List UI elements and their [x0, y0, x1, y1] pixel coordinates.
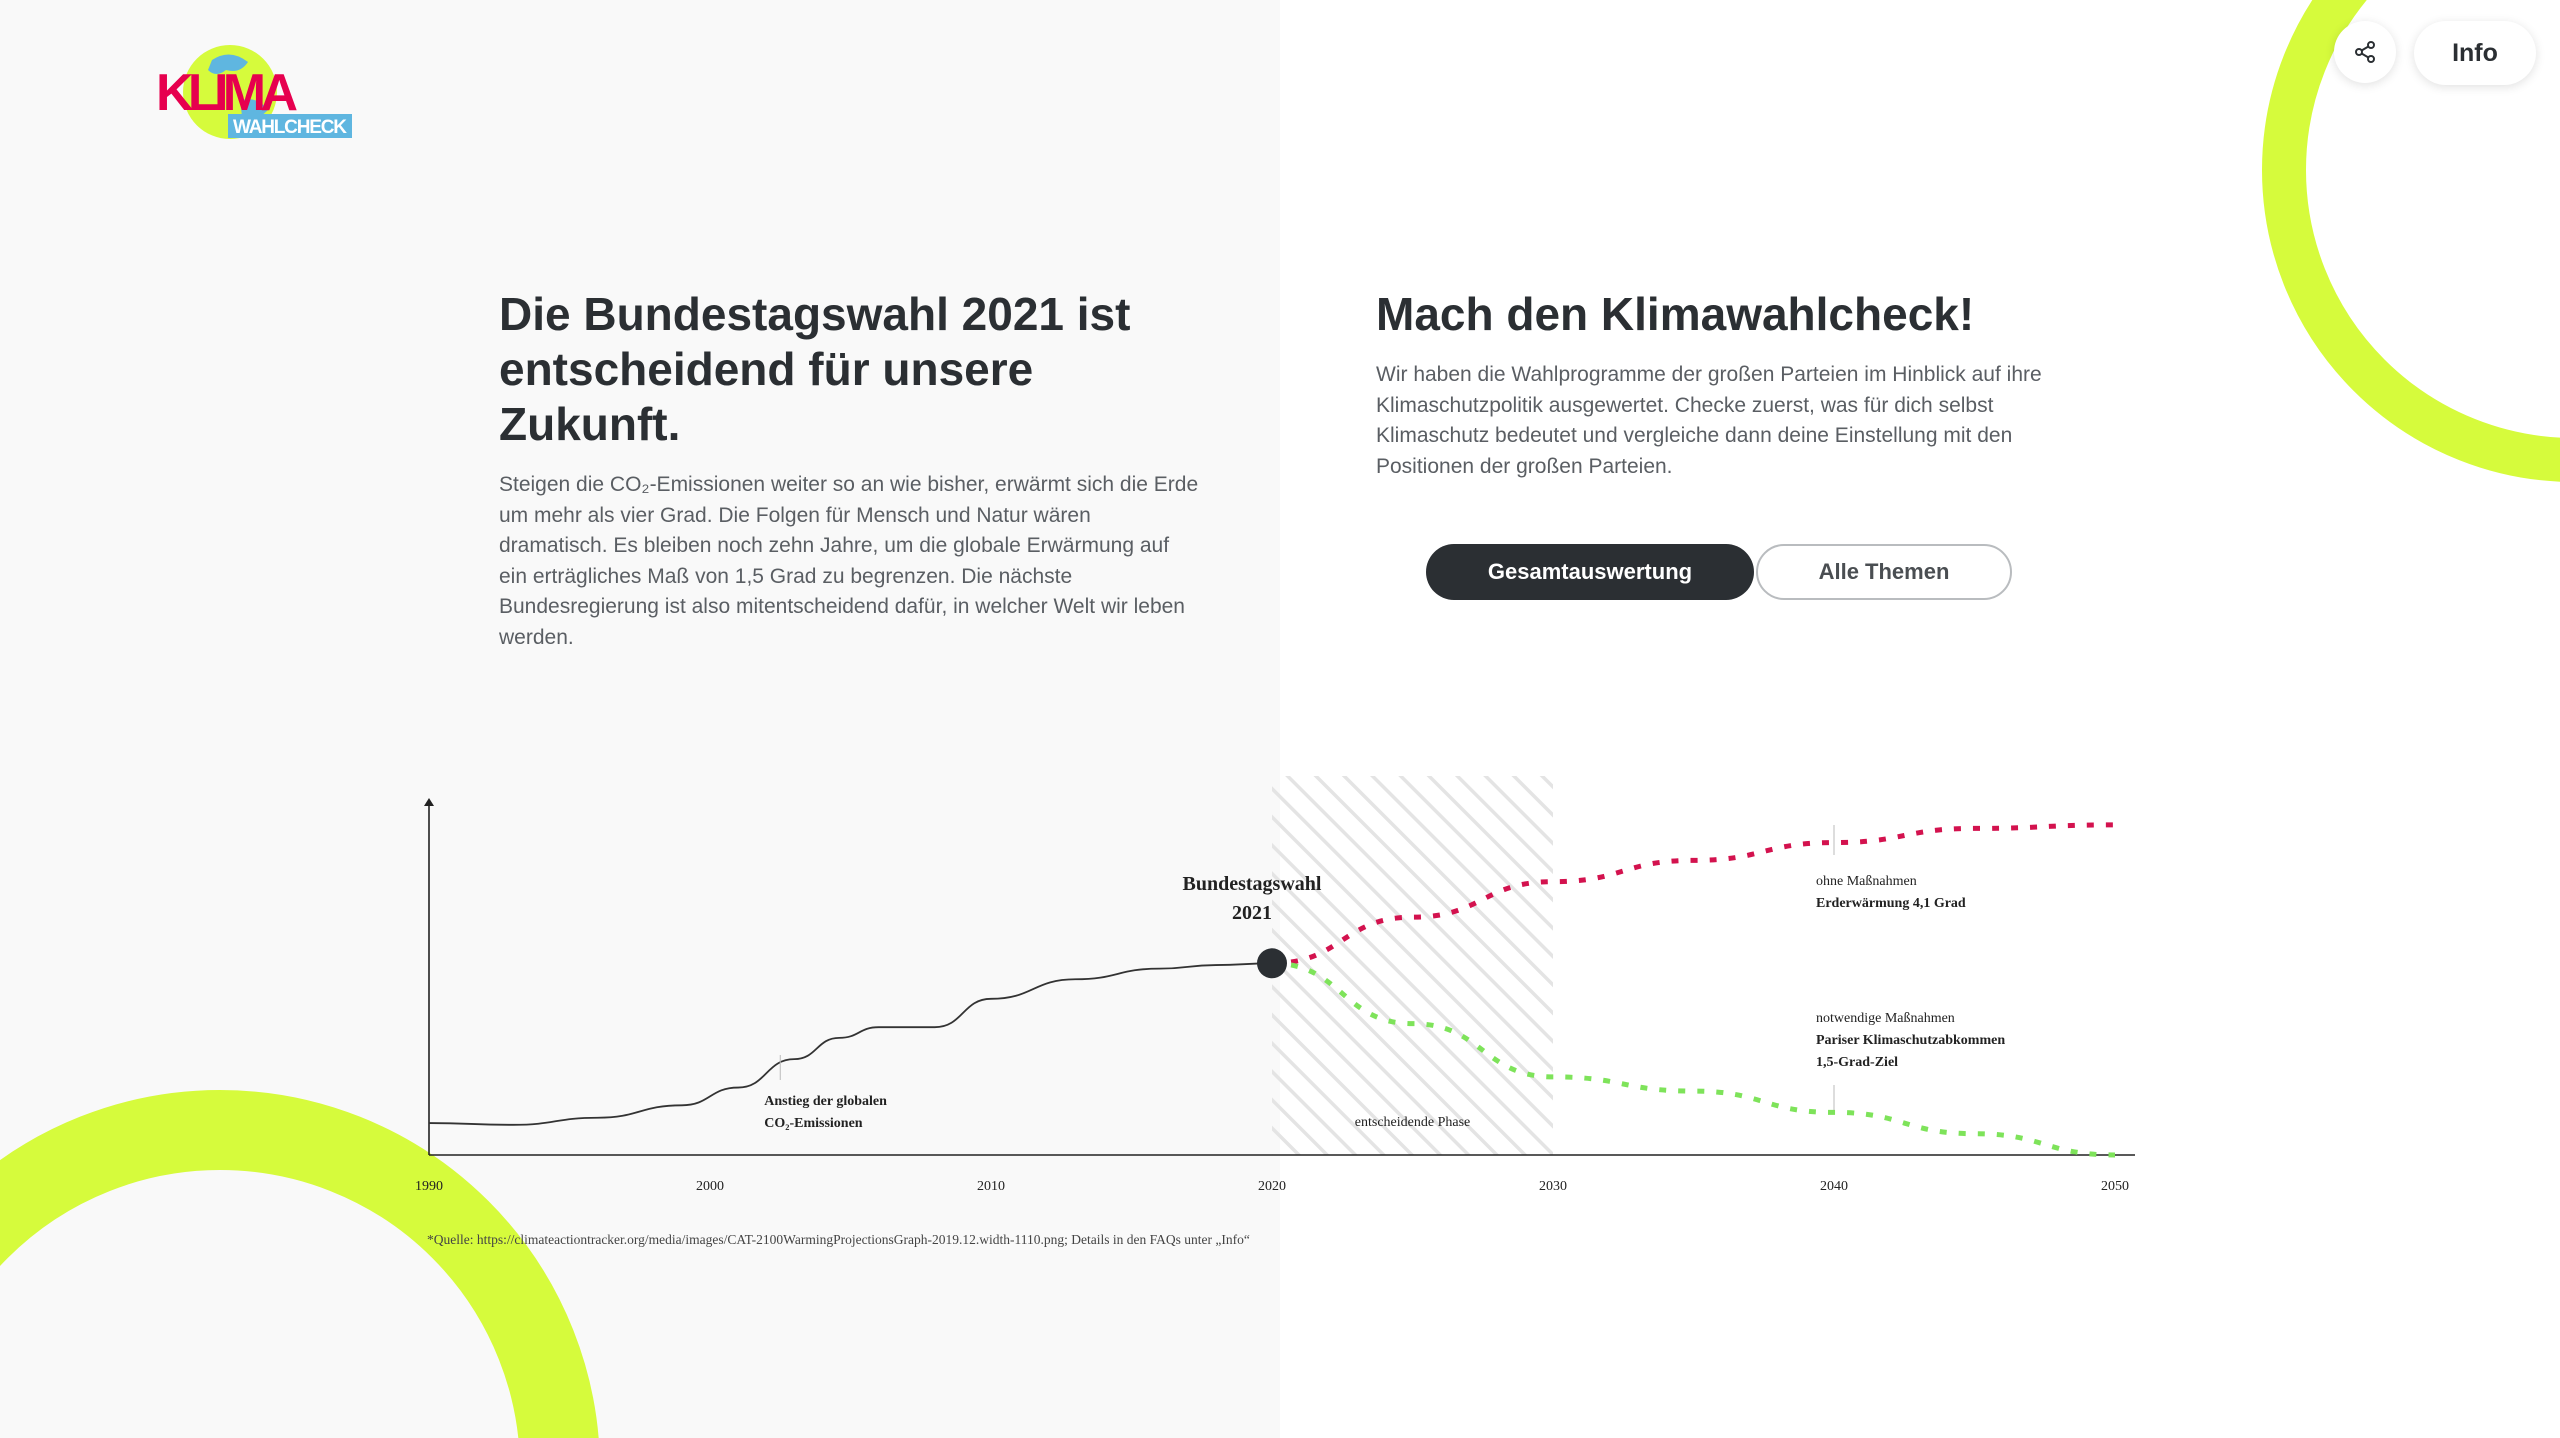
necessary-annotation-line1: notwendige Maßnahmen	[1816, 1011, 1955, 1026]
gesamtauswertung-button[interactable]: Gesamtauswertung	[1426, 544, 1754, 600]
intro-body: Steigen die CO₂-Emissionen weiter so an …	[499, 473, 1199, 649]
intro-title: Die Bundestagswahl 2021 ist entscheidend…	[499, 288, 1131, 450]
top-right-ring-decoration	[2262, 0, 2560, 482]
x-tick-label: 2000	[696, 1179, 724, 1194]
no-action-annotation-line2: Erderwärmung 4,1 Grad	[1816, 896, 1966, 911]
x-tick-label: 2050	[2101, 1179, 2129, 1194]
rise-annotation-line2: CO₂-Emissionen	[764, 1116, 863, 1131]
necessary-annotation-line3: 1,5-Grad-Ziel	[1816, 1055, 1898, 1070]
decisive-phase-label: entscheidende Phase	[1355, 1115, 1470, 1130]
alle-themen-button[interactable]: Alle Themen	[1756, 544, 2012, 600]
rise-annotation-line1: Anstieg der globalen	[764, 1094, 887, 1109]
x-tick-label: 2020	[1258, 1179, 1286, 1194]
x-tick-label: 1990	[415, 1179, 443, 1194]
info-button[interactable]: Info	[2414, 21, 2536, 85]
decisive-phase-band	[1272, 776, 1553, 1155]
klima-wahlcheck-logo[interactable]: KLIMA WAHLCHECK	[150, 40, 365, 150]
logo-globe-land	[208, 54, 248, 74]
series-line-historical	[428, 962, 1273, 1126]
x-tick-label: 2040	[1820, 1179, 1848, 1194]
x-tick-label: 2010	[977, 1179, 1005, 1194]
cta-body: Wir haben die Wahlprogramme der großen P…	[1376, 363, 2042, 478]
election-label-line1: Bundestagswahl	[1183, 873, 1322, 895]
bottom-left-ring-decoration	[0, 1090, 599, 1438]
y-axis-arrow	[424, 798, 434, 806]
left-panel-background	[0, 0, 1280, 1438]
logo-label-box	[228, 114, 352, 138]
logo-globe-land	[240, 99, 268, 119]
no-action-annotation-line1: ohne Maßnahmen	[1816, 874, 1917, 889]
chart-source-note: *Quelle: https://climateactiontracker.or…	[427, 1232, 1250, 1247]
x-tick-label: 2030	[1539, 1179, 1567, 1194]
share-button[interactable]	[2334, 21, 2396, 83]
logo-graphic: KLIMA WAHLCHECK	[156, 45, 352, 139]
share-icon	[2355, 41, 2375, 63]
logo-text-top: KLIMA	[156, 64, 298, 122]
logo-text-bottom: WAHLCHECK	[233, 117, 347, 138]
election-marker	[1257, 948, 1287, 979]
necessary-annotation-line2: Pariser Klimaschutzabkommen	[1816, 1033, 2005, 1048]
series-line-no-action	[1271, 822, 2116, 966]
cta-title: Mach den Klimawahlcheck!	[1376, 288, 1975, 340]
election-label-line2: 2021	[1232, 902, 1272, 924]
